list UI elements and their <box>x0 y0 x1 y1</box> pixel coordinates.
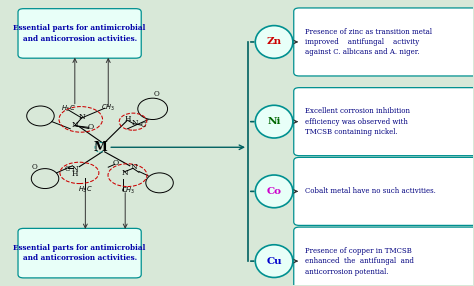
FancyBboxPatch shape <box>18 9 141 58</box>
Text: N: N <box>72 120 78 128</box>
Text: N: N <box>131 119 137 127</box>
Text: O: O <box>113 159 119 167</box>
Ellipse shape <box>255 105 293 138</box>
Ellipse shape <box>255 26 293 58</box>
Text: O: O <box>154 90 160 98</box>
Text: H: H <box>124 115 131 123</box>
Text: O: O <box>88 123 94 131</box>
Text: Essential parts for antimicrobial
and anticorrosion activities.: Essential parts for antimicrobial and an… <box>13 24 146 43</box>
Text: M: M <box>93 141 107 154</box>
Text: Excellent corrosion inhibition
efficiency was observed with
TMCSB containing nic: Excellent corrosion inhibition efficienc… <box>305 107 410 136</box>
Text: Zn: Zn <box>266 37 282 46</box>
Text: Cobalt metal have no such activities.: Cobalt metal have no such activities. <box>305 187 436 195</box>
Text: C: C <box>141 120 146 128</box>
Text: Ni: Ni <box>267 117 281 126</box>
Text: Essential parts for antimicrobial
and anticorrosion activities.: Essential parts for antimicrobial and an… <box>13 244 146 262</box>
Text: Presence of copper in TMCSB
enhanced  the  antifungal  and
anticorrosion potenti: Presence of copper in TMCSB enhanced the… <box>305 247 414 275</box>
FancyBboxPatch shape <box>294 157 474 225</box>
Ellipse shape <box>255 245 293 277</box>
Text: Cu: Cu <box>266 257 282 266</box>
Text: $H_3C$: $H_3C$ <box>62 104 76 114</box>
Text: $CH_3$: $CH_3$ <box>121 186 136 196</box>
Text: O: O <box>32 163 38 171</box>
Text: N: N <box>122 169 128 177</box>
FancyBboxPatch shape <box>294 227 474 286</box>
Ellipse shape <box>255 175 293 208</box>
Text: $CH_3$: $CH_3$ <box>101 102 115 112</box>
Text: N: N <box>131 163 138 171</box>
Text: N: N <box>72 165 78 173</box>
FancyBboxPatch shape <box>294 8 474 76</box>
FancyBboxPatch shape <box>18 229 141 278</box>
Text: $H_3C$: $H_3C$ <box>78 185 93 195</box>
FancyBboxPatch shape <box>294 88 474 156</box>
Text: C: C <box>64 165 70 173</box>
Text: N: N <box>78 113 85 121</box>
Text: H: H <box>72 170 78 178</box>
Text: Co: Co <box>266 187 282 196</box>
Text: Presence of zinc as transition metal
improved    antifungal    activity
against : Presence of zinc as transition metal imp… <box>305 27 432 56</box>
